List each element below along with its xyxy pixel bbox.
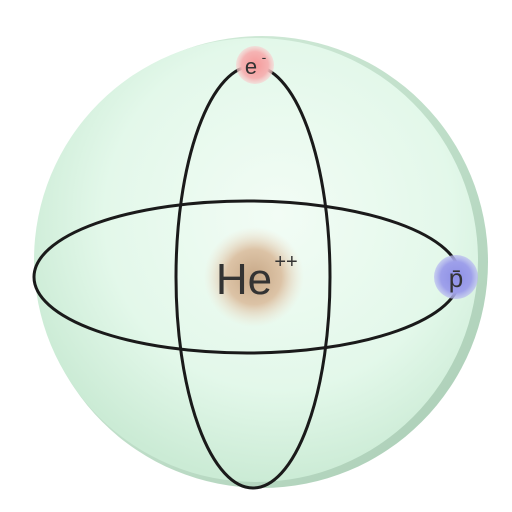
electron-particle [236,46,274,84]
antiproton: p̄ [434,255,478,299]
antiproton-particle [434,255,478,299]
electron-charge: - [262,49,267,65]
electron-symbol: e [245,54,257,79]
antiproton-symbol: p̄ [449,263,463,293]
nucleus: He ++ [204,227,304,327]
nucleus-charge: ++ [274,251,297,273]
nucleus-symbol: He [216,255,272,304]
electron: e - [236,46,274,84]
nucleus-glow [204,227,304,327]
